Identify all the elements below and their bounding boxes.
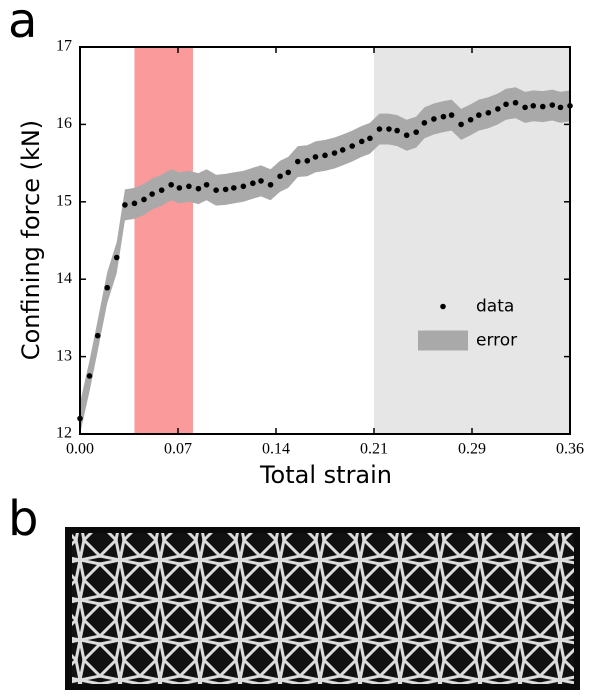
- x-tick-label: 0.14: [262, 441, 290, 458]
- legend-marker: [440, 303, 446, 310]
- data-point: [104, 284, 111, 291]
- y-tick-label: 17: [56, 38, 72, 55]
- y-tick-label: 14: [56, 270, 72, 287]
- data-point: [312, 154, 319, 160]
- x-tick-label: 0.29: [458, 441, 486, 458]
- data-point: [421, 120, 428, 126]
- data-point: [86, 373, 93, 379]
- y-tick-label: 16: [56, 115, 72, 132]
- data-point: [467, 116, 474, 123]
- panel-label: a: [8, 0, 37, 49]
- data-point: [339, 147, 346, 153]
- data-point: [131, 200, 138, 207]
- x-axis-label: Total strain: [259, 461, 392, 489]
- data-point: [203, 181, 210, 188]
- data-point: [485, 109, 492, 116]
- data-point: [413, 129, 419, 135]
- data-point: [113, 254, 120, 261]
- data-point: [322, 152, 328, 159]
- data-point: [176, 185, 183, 191]
- data-point: [495, 106, 501, 112]
- data-point: [503, 101, 509, 108]
- data-point: [250, 180, 256, 187]
- data-point: [267, 181, 274, 188]
- y-axis-label: Confining force (kN): [17, 120, 45, 360]
- data-point: [440, 113, 447, 120]
- data-point: [448, 112, 455, 118]
- data-point: [294, 158, 301, 165]
- y-tick-label: 12: [56, 425, 72, 442]
- data-point: [549, 102, 556, 108]
- x-tick-label: 0.21: [360, 441, 388, 458]
- data-point: [394, 127, 400, 134]
- x-tick-label: 0.00: [66, 441, 94, 458]
- data-point: [222, 186, 229, 193]
- data-point: [512, 99, 519, 106]
- legend-label: data: [476, 297, 514, 317]
- data-point: [186, 183, 192, 190]
- data-point: [285, 169, 292, 176]
- data-point: [386, 126, 392, 132]
- data-point: [367, 135, 373, 142]
- data-point: [94, 332, 101, 339]
- data-point: [240, 183, 247, 190]
- data-point: [358, 138, 365, 145]
- data-point: [530, 103, 537, 109]
- legend-label: error: [476, 331, 517, 351]
- region: [134, 47, 193, 434]
- error-band: [80, 87, 570, 435]
- data-point: [376, 126, 383, 132]
- data-point: [476, 112, 482, 118]
- legend-swatch: [418, 330, 468, 351]
- data-point: [522, 104, 528, 111]
- x-tick-label: 0.36: [556, 441, 584, 458]
- data-point: [213, 187, 219, 193]
- data-point: [458, 121, 464, 128]
- data-point: [158, 187, 165, 193]
- y-tick-label: 13: [56, 347, 72, 364]
- data-point: [431, 116, 437, 122]
- x-tick-label: 0.07: [164, 441, 192, 458]
- data-point: [403, 132, 410, 139]
- data-point: [277, 173, 283, 180]
- data-point: [149, 191, 155, 197]
- sample-photo: [72, 533, 574, 684]
- panel-label: b: [8, 491, 38, 547]
- y-tick-label: 15: [56, 192, 72, 209]
- data-point: [331, 150, 338, 156]
- data-point: [141, 196, 147, 203]
- data-point: [304, 157, 311, 164]
- plot-frame: [79, 46, 571, 435]
- data-point: [168, 181, 174, 188]
- data-point: [231, 185, 237, 191]
- data-point: [258, 178, 264, 184]
- data-point: [539, 103, 546, 110]
- data-point: [122, 202, 128, 208]
- data-point: [195, 185, 202, 192]
- data-point: [557, 104, 564, 111]
- data-point: [349, 143, 356, 149]
